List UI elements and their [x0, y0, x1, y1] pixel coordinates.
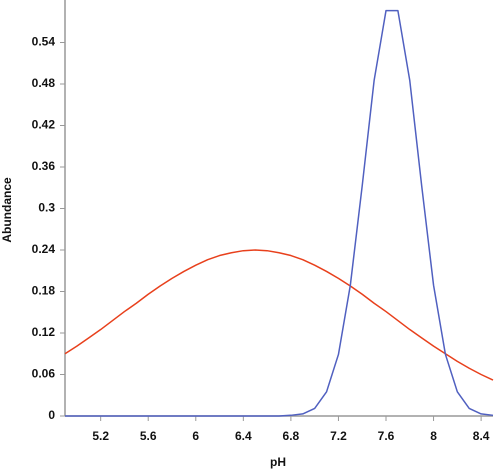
x-tick-label: 6: [192, 429, 199, 443]
x-axis-label: pH: [270, 455, 286, 469]
y-tick-label: 0.54: [32, 35, 56, 49]
x-tick-label: 6.4: [235, 429, 252, 443]
x-tick-label: 8.4: [473, 429, 490, 443]
x-tick-label: 5.6: [140, 429, 157, 443]
y-axis-label: Abundance: [0, 177, 14, 243]
series-line: [65, 9, 494, 417]
x-tick-label: 7.2: [330, 429, 347, 443]
x-tick-label: 7.6: [378, 429, 395, 443]
x-tick-label: 6.8: [283, 429, 300, 443]
y-tick-label: 0: [48, 408, 55, 422]
y-tick-label: 0.24: [32, 242, 56, 256]
y-tick-label: 0.48: [32, 76, 56, 90]
x-tick-label: 8: [430, 429, 437, 443]
x-tick-label: 5.2: [92, 429, 109, 443]
y-tick-label: 0.18: [32, 284, 56, 298]
y-tick-label: 0.36: [32, 159, 56, 173]
y-tick-label: 0.06: [32, 367, 56, 381]
y-tick-label: 0.12: [32, 325, 56, 339]
y-tick-label: 0.3: [38, 201, 55, 215]
series-line: [64, 249, 494, 381]
y-tick-label: 0.42: [32, 118, 56, 132]
